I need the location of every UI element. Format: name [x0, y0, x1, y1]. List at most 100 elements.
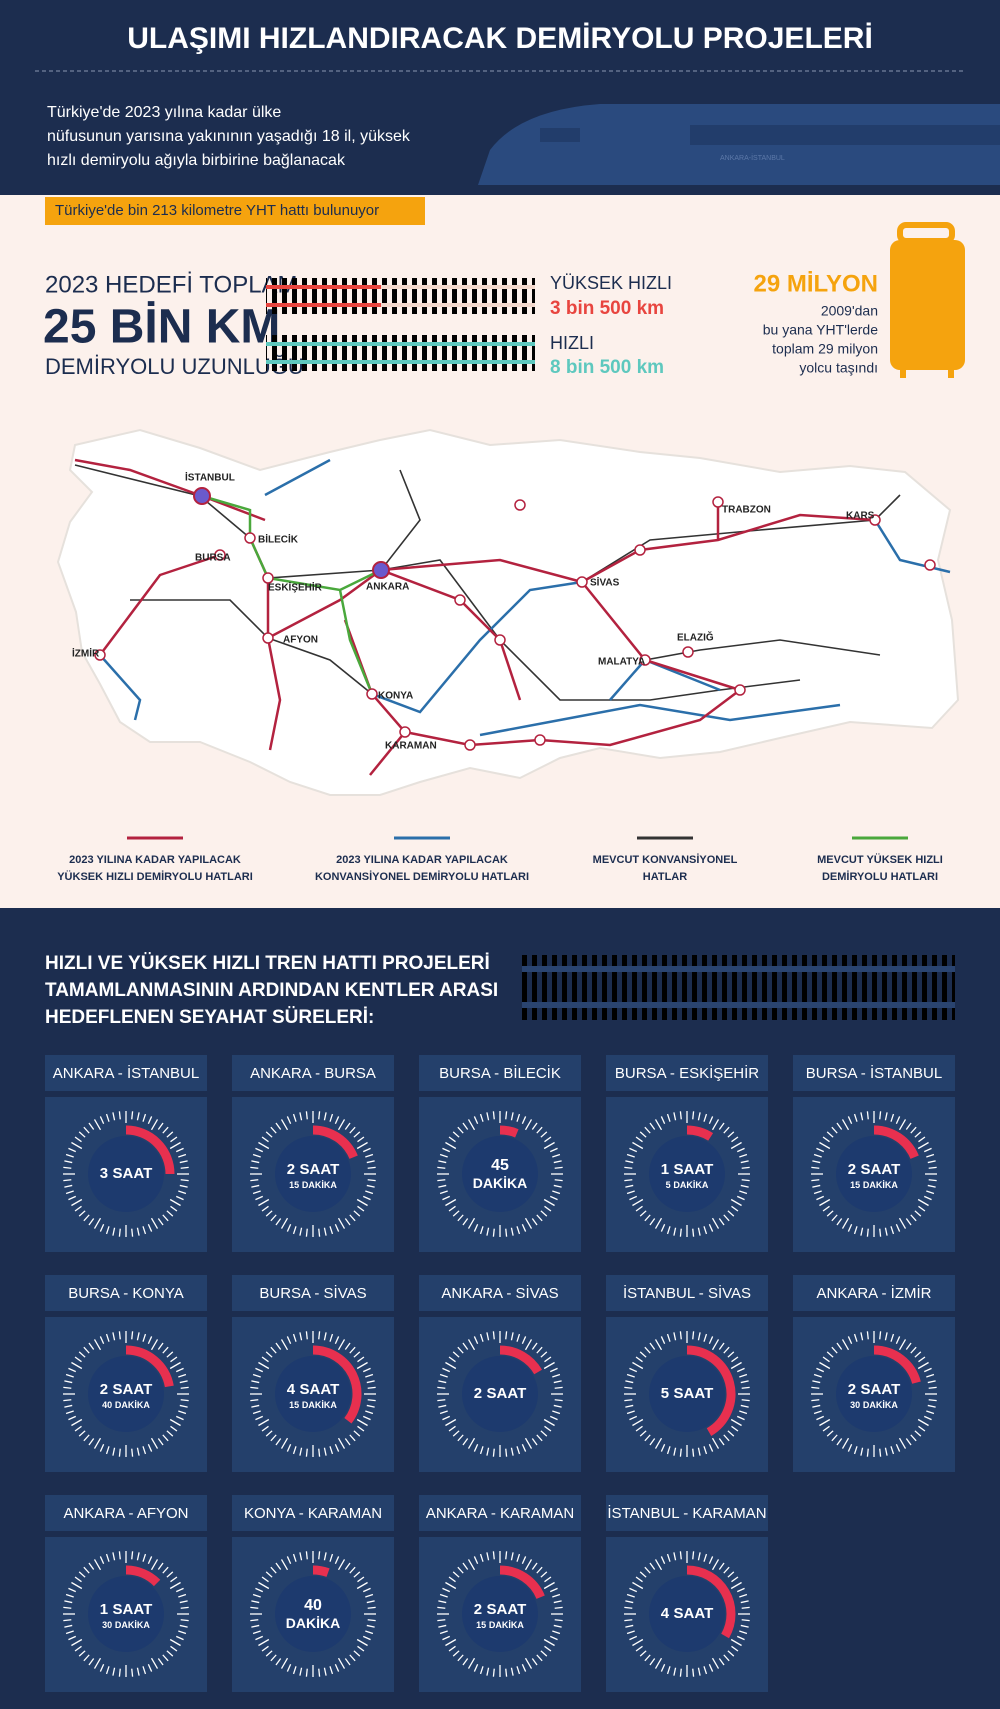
duration-part: SAAT: [487, 1601, 527, 1618]
dial-tick: [486, 1447, 490, 1456]
dial-tick: [552, 1153, 561, 1158]
dial-tick: [162, 1126, 169, 1134]
dial-tick: [270, 1126, 277, 1134]
duration-text: 2 SAAT: [474, 1601, 527, 1618]
dial-tick: [711, 1339, 720, 1351]
dial-tick: [486, 1667, 490, 1676]
duration-arc: [686, 1565, 736, 1639]
dial-tick: [841, 1339, 850, 1351]
dial-tick: [666, 1553, 671, 1562]
dial-tick: [166, 1571, 174, 1578]
dial-tick: [353, 1571, 361, 1578]
dial-tick: [68, 1415, 77, 1421]
dial-tick: [118, 1448, 121, 1457]
dial-tick: [524, 1119, 533, 1131]
card-header: [232, 1495, 394, 1531]
dial-tick: [353, 1210, 361, 1217]
dial-tick: [847, 1223, 853, 1232]
dial-tick: [292, 1333, 297, 1342]
duration-part: SAAT: [861, 1381, 901, 1398]
dial-tick: [853, 1446, 858, 1455]
dial-tick: [252, 1190, 261, 1195]
passengers-text: yolcu taşındı: [799, 360, 878, 376]
dial-tick: [258, 1361, 270, 1370]
dial-center: [649, 1136, 725, 1212]
dial-tick: [438, 1380, 447, 1384]
dial-tick: [147, 1443, 153, 1452]
dial-tick: [708, 1663, 714, 1672]
dial-tick: [68, 1147, 77, 1153]
dial-tick: [318, 1111, 321, 1120]
city-label: BURSA: [195, 553, 231, 564]
dial-tick: [553, 1624, 562, 1628]
duration-text: 3 SAAT: [100, 1165, 153, 1182]
dial-tick: [730, 1361, 742, 1370]
dial-tick: [74, 1136, 82, 1143]
card-header: [45, 1055, 207, 1091]
dial-tick: [112, 1667, 116, 1676]
duration-arc: [312, 1125, 358, 1160]
dial-tick: [99, 1223, 105, 1232]
city-label: İZMİR: [72, 647, 100, 660]
dial-tick: [918, 1205, 926, 1212]
dial-tick: [112, 1447, 116, 1456]
dial-tick: [180, 1399, 189, 1402]
dial-center: [462, 1136, 538, 1212]
dial-tick: [536, 1654, 543, 1662]
dial-tick: [442, 1195, 451, 1201]
dial-center: [88, 1136, 164, 1212]
dial-tick: [531, 1562, 538, 1570]
dial-tick: [452, 1650, 460, 1657]
dial-tick: [467, 1339, 476, 1351]
dial-tick: [708, 1116, 714, 1125]
dial-tick: [356, 1418, 368, 1427]
dial-tick: [654, 1559, 663, 1571]
dial-tick: [510, 1447, 514, 1456]
dial-tick: [344, 1658, 351, 1666]
dial-tick: [362, 1635, 371, 1641]
duration-text: 5 SAAT: [661, 1385, 714, 1402]
dial-center: [275, 1136, 351, 1212]
dial-tick: [318, 1331, 321, 1340]
dial-tick: [179, 1624, 188, 1628]
legend-label: 2023 YILINA KADAR YAPILACAK: [69, 854, 241, 866]
dial-tick: [624, 1399, 633, 1402]
dial-tick: [632, 1198, 644, 1207]
dial-tick: [250, 1399, 259, 1402]
dial-tick: [448, 1645, 456, 1652]
dial-tick: [644, 1346, 651, 1354]
legend-label: HATLAR: [643, 871, 687, 883]
dial-tick: [927, 1184, 936, 1188]
dial-tick: [162, 1654, 169, 1662]
route-label: BURSA - ESKİŞEHİR: [615, 1064, 759, 1082]
dial-tick: [68, 1195, 77, 1201]
dial-tick: [318, 1448, 321, 1457]
dial-tick: [329, 1446, 334, 1455]
duration-part: SAAT: [113, 1601, 153, 1618]
dial-tick: [635, 1425, 643, 1432]
dial-tick: [265, 1351, 273, 1358]
dial-tick: [544, 1356, 552, 1363]
duration-part: DAKİKA: [473, 1175, 527, 1191]
dial-tick: [736, 1147, 745, 1153]
dial-tick: [654, 1437, 663, 1449]
dial-tick: [473, 1336, 479, 1345]
dial-tick: [452, 1430, 460, 1437]
dial-tick: [147, 1223, 153, 1232]
dial-tick: [166, 1650, 174, 1657]
dial-tick: [170, 1136, 178, 1143]
dial: [811, 1111, 937, 1237]
duration-part: SAAT: [300, 1161, 340, 1178]
dial-tick: [261, 1205, 269, 1212]
dial-tick: [626, 1190, 635, 1195]
dial-tick: [918, 1356, 926, 1363]
dial-tick: [741, 1166, 750, 1169]
dial-tick: [730, 1198, 742, 1207]
dial-tick: [64, 1160, 73, 1164]
dial-tick: [866, 1228, 869, 1237]
dial-tick: [344, 1342, 351, 1350]
dial-tick: [438, 1600, 447, 1604]
dial-tick: [731, 1136, 739, 1143]
dial-tick: [334, 1336, 340, 1345]
dial-tick: [356, 1581, 368, 1590]
